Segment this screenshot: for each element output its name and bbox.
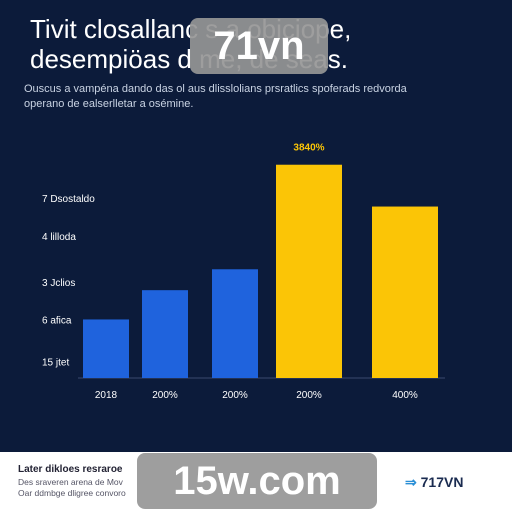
bar xyxy=(212,269,258,378)
bar xyxy=(142,290,188,378)
watermark-top: 71vn xyxy=(190,18,328,74)
x-tick-label: 2018 xyxy=(95,390,118,401)
bar xyxy=(372,206,438,378)
y-tick-label: 4 lilloda xyxy=(42,232,76,243)
y-tick-label: 6 afica xyxy=(42,315,72,326)
y-tick-label: 15 jtet xyxy=(42,357,69,368)
y-tick-label: 7 Dsostaldo xyxy=(42,194,95,205)
y-tick-label: 3 Jclios xyxy=(42,278,75,289)
x-tick-label: 400% xyxy=(392,390,418,401)
footer-logo: ⇒ 717VN xyxy=(405,474,463,491)
data-label: 3840% xyxy=(293,143,324,154)
logo-arrow-icon: ⇒ xyxy=(405,474,417,490)
footer-text: Des sraveren arena de Mov Oar ddmbge dli… xyxy=(18,477,126,498)
x-tick-label: 200% xyxy=(152,390,178,401)
footer-title: Later dikloes resraroe xyxy=(18,464,123,475)
x-tick-label: 200% xyxy=(296,390,322,401)
x-tick-label: 200% xyxy=(222,390,248,401)
bar xyxy=(276,164,342,378)
footer-logo-text: 717VN xyxy=(420,474,464,490)
chart-subtitle: Ouscus a vampéna dando das ol aus dlissl… xyxy=(24,83,407,110)
bar xyxy=(83,319,129,378)
watermark-bottom: 15w.com xyxy=(137,453,377,509)
